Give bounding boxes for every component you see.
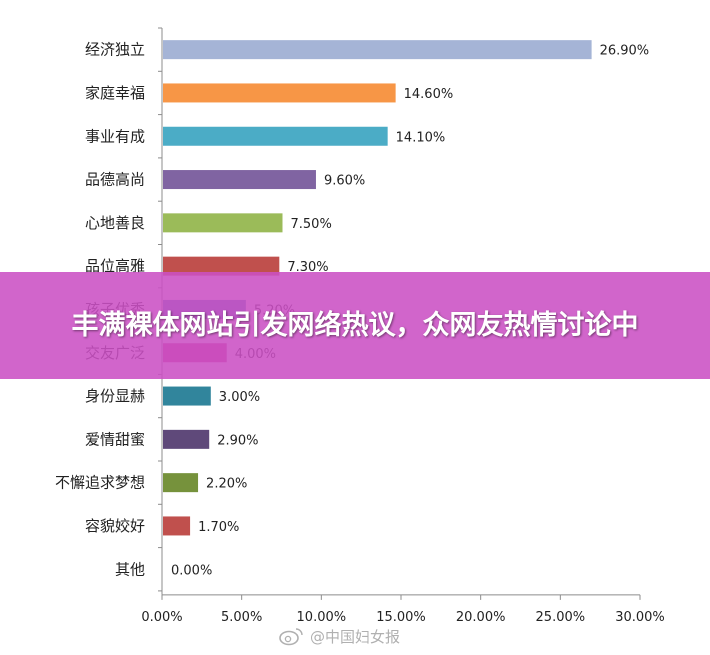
x-tick-label-4: 20.00% bbox=[456, 610, 506, 625]
category-label-11: 容貌姣好 bbox=[85, 517, 145, 535]
value-label-12: 0.00% bbox=[171, 563, 212, 578]
value-label-4: 7.50% bbox=[291, 217, 332, 232]
x-tick-label-1: 5.00% bbox=[221, 610, 262, 625]
category-label-8: 身份显赫 bbox=[85, 387, 145, 405]
bar-0 bbox=[163, 40, 592, 60]
bar-8 bbox=[163, 386, 211, 406]
watermark-text: @中国妇女报 bbox=[310, 627, 401, 646]
bar-1 bbox=[163, 83, 396, 103]
value-label-5: 7.30% bbox=[287, 260, 328, 275]
category-label-5: 品位高雅 bbox=[85, 257, 145, 275]
category-label-2: 事业有成 bbox=[85, 127, 145, 145]
bar-5 bbox=[163, 256, 280, 276]
category-label-10: 不懈追求梦想 bbox=[55, 474, 145, 492]
value-label-2: 14.10% bbox=[396, 130, 446, 145]
x-tick-label-3: 15.00% bbox=[376, 610, 426, 625]
x-tick-labels: 0.00% 5.00% 10.00% 15.00% 20.00% 25.00% 30.00% bbox=[141, 610, 664, 625]
value-label-0: 26.90% bbox=[600, 44, 650, 59]
x-tick-label-6: 30.00% bbox=[615, 610, 665, 625]
category-label-9: 爱情甜蜜 bbox=[85, 430, 145, 448]
headline-text: 丰满裸体网站引发网络热议，众网友热情讨论中 bbox=[71, 309, 639, 341]
x-tick-label-5: 25.00% bbox=[536, 610, 586, 625]
value-label-11: 1.70% bbox=[198, 520, 239, 535]
chart-bars bbox=[163, 40, 592, 536]
category-label-4: 心地善良 bbox=[85, 214, 145, 232]
value-label-1: 14.60% bbox=[404, 87, 454, 102]
value-label-3: 9.60% bbox=[324, 174, 365, 189]
bar-2 bbox=[163, 126, 388, 146]
watermark: @中国妇女报 bbox=[278, 624, 400, 648]
x-tick-label-2: 10.00% bbox=[297, 610, 347, 625]
category-label-1: 家庭幸福 bbox=[85, 84, 145, 102]
value-label-8: 3.00% bbox=[219, 390, 260, 405]
bar-10 bbox=[163, 473, 199, 493]
bar-4 bbox=[163, 213, 283, 233]
category-label-0: 经济独立 bbox=[85, 41, 145, 59]
bar-9 bbox=[163, 429, 210, 449]
value-label-10: 2.20% bbox=[206, 477, 247, 492]
bar-3 bbox=[163, 170, 316, 190]
headline-banner: 丰满裸体网站引发网络热议，众网友热情讨论中 bbox=[0, 272, 710, 379]
bar-11 bbox=[163, 516, 191, 536]
category-label-12: 其他 bbox=[115, 560, 145, 578]
x-tick-label-0: 0.00% bbox=[141, 610, 182, 625]
value-label-9: 2.90% bbox=[217, 433, 258, 448]
weibo-icon bbox=[279, 628, 303, 646]
category-label-3: 品德高尚 bbox=[85, 171, 145, 189]
